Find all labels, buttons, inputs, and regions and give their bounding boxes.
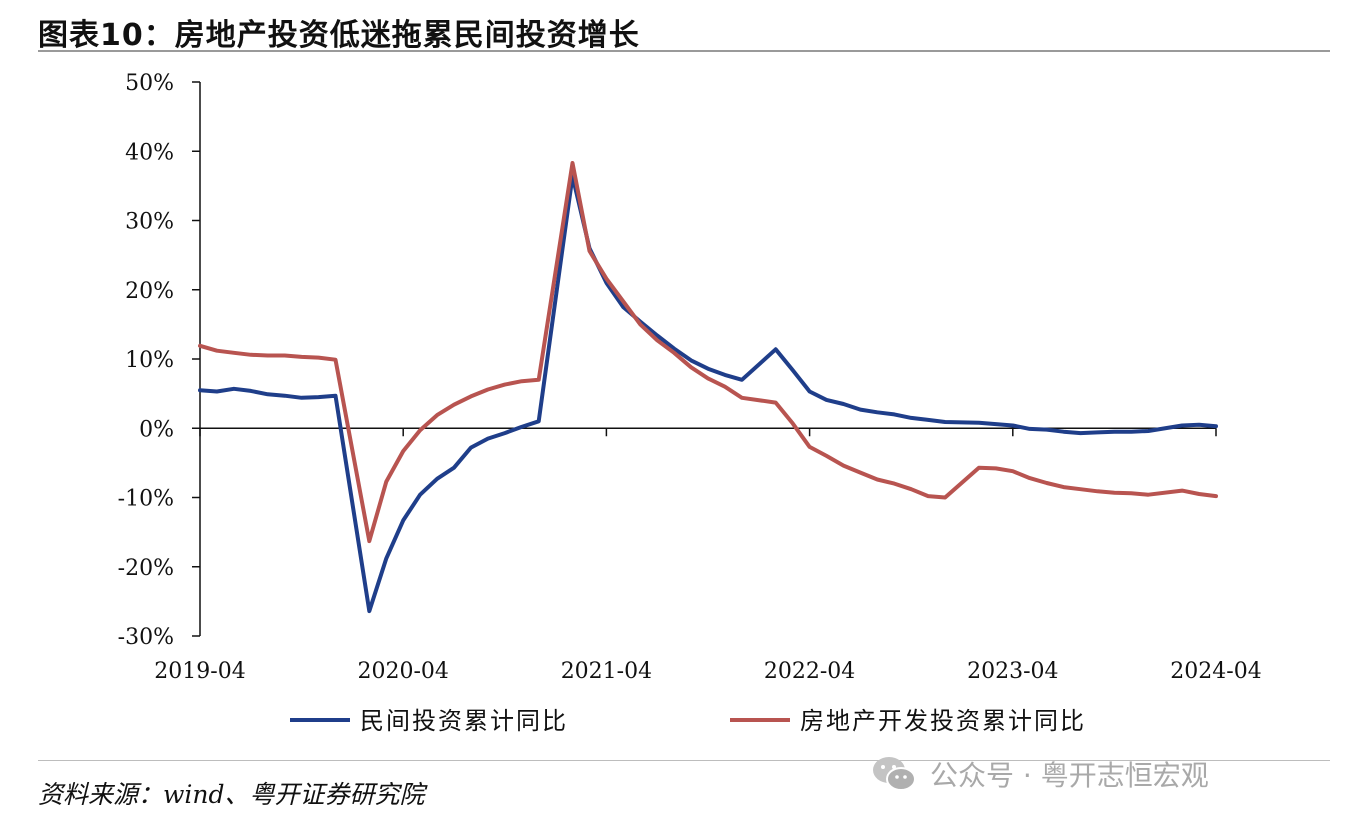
x-tick-label: 2021-04 <box>561 659 652 684</box>
x-tick-label: 2022-04 <box>764 659 855 684</box>
legend: 民间投资累计同比 房地产开发投资累计同比 <box>290 707 1086 735</box>
y-axis: -30% -20% -10% 0% 10% 20% 30% 40% 50% <box>118 71 201 650</box>
footer-divider <box>38 760 1330 761</box>
wechat-icon <box>873 757 916 791</box>
y-tick-label: -30% <box>118 625 174 650</box>
legend-label-1: 民间投资累计同比 <box>360 707 568 735</box>
watermark-text: 公众号 · 粤开志恒宏观 <box>930 759 1209 792</box>
line-chart: -30% -20% -10% 0% 10% 20% 30% 40% 50% 2019-04 202… <box>118 71 1262 735</box>
y-tick-label: 10% <box>125 348 174 373</box>
x-tick-label: 2019-04 <box>154 659 245 684</box>
title-divider <box>38 50 1330 52</box>
y-tick-label: -10% <box>118 487 174 512</box>
y-tick-label: -20% <box>118 556 174 581</box>
chart-title: 图表10：房地产投资低迷拖累民间投资增长 <box>38 18 640 53</box>
y-tick-label: 30% <box>125 210 174 235</box>
legend-label-2: 房地产开发投资累计同比 <box>800 707 1086 735</box>
source-note: 资料来源：wind、粤开证券研究院 <box>38 780 425 809</box>
x-tick-label: 2023-04 <box>967 659 1058 684</box>
y-tick-label: 50% <box>125 71 174 96</box>
y-tick-label: 20% <box>125 279 174 304</box>
y-tick-label: 40% <box>125 140 174 165</box>
y-tick-label: 0% <box>139 417 174 442</box>
x-tick-label: 2024-04 <box>1170 659 1261 684</box>
series-line-1 <box>198 174 1218 614</box>
series-layer <box>198 161 1218 614</box>
x-axis: 2019-04 2020-04 2021-04 2022-04 2023-04 2024-… <box>154 427 1262 684</box>
watermark: 公众号 · 粤开志恒宏观 <box>870 752 1209 796</box>
x-tick-label: 2020-04 <box>357 659 448 684</box>
series-line-2 <box>198 161 1218 544</box>
